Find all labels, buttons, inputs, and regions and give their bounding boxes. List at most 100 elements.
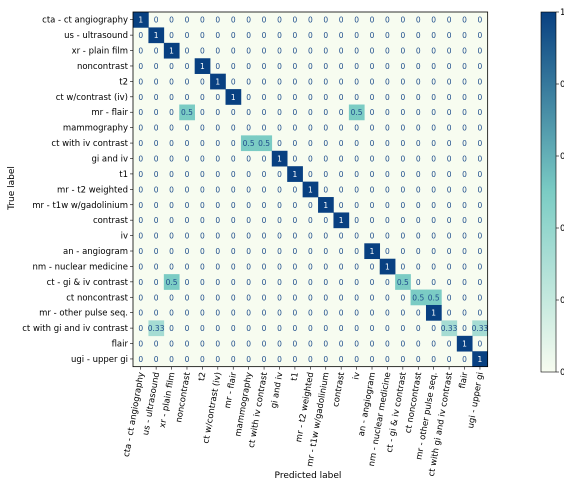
cell-value-label: 0 [354,16,359,25]
cell-value-label: 0 [138,340,143,349]
heatmap-cell [379,258,396,275]
cell-value-label: 0 [215,185,220,194]
cell-value-label: 0 [462,262,467,271]
cell-value-label: 0 [200,185,205,194]
cell-value-label: 0 [231,201,236,210]
cell-value-label: 0 [138,247,143,256]
cell-value-label: 0 [416,201,421,210]
cell-value-label: 0 [370,340,375,349]
cell-value-label: 0 [185,309,190,318]
cell-value-label: 0 [169,170,174,179]
cell-value-label: 0 [154,139,159,148]
cell-value-label: 0.5 [351,108,363,117]
heatmap-cell [302,181,319,198]
cell-value-label: 0 [416,324,421,333]
cell-value-label: 0 [246,31,251,40]
cell-value-label: 0 [478,139,483,148]
cell-value-label: 0 [416,108,421,117]
cell-value-label: 0 [400,47,405,56]
cell-value-label: 0 [200,201,205,210]
cell-value-label: 0 [431,93,436,102]
cell-value-label: 0 [447,262,452,271]
cell-value-label: 0 [323,47,328,56]
cell-value-label: 0 [215,262,220,271]
heatmap-cell [472,351,488,367]
cell-value-label: 1 [462,340,467,349]
cell-value-label: 0 [246,16,251,25]
cell-value-label: 0 [246,293,251,302]
colorbar-tick-label: 0.6 [560,152,564,162]
y-tick-label: contrast [93,216,129,226]
x-tick-label: flair [458,371,471,389]
cell-value-label: 0 [138,62,143,71]
cell-value-label: 0 [293,31,298,40]
cell-value-label: 0 [462,62,467,71]
cell-value-label: 0 [262,31,267,40]
cell-value-label: 0 [308,16,313,25]
cell-value-label: 0 [385,247,390,256]
cell-value-label: 0 [215,340,220,349]
cell-value-label: 0 [277,309,282,318]
cell-value-label: 0 [385,232,390,241]
cell-value-label: 0 [277,355,282,364]
heatmap-cell [364,243,381,260]
cell-value-label: 0 [215,124,220,133]
cell-value-label: 0 [431,124,436,133]
cell-value-label: 0 [462,185,467,194]
cell-value-label: 0 [169,108,174,117]
cell-value-label: 0 [308,293,313,302]
cell-value-label: 0 [169,62,174,71]
cell-value-label: 0 [169,31,174,40]
cell-value-label: 0 [339,16,344,25]
cell-value-label: 0 [246,124,251,133]
cell-value-label: 0 [478,93,483,102]
cell-value-label: 0 [400,108,405,117]
cell-value-label: 0 [400,170,405,179]
cell-value-label: 0 [447,340,452,349]
y-tick-label: t1 [119,170,128,180]
cell-value-label: 0 [339,340,344,349]
cell-value-label: 0 [308,232,313,241]
cell-value-label: 0 [277,262,282,271]
cell-value-label: 0 [370,293,375,302]
cell-value-label: 0 [185,62,190,71]
cell-value-label: 0.5 [412,293,424,302]
cell-value-label: 0 [231,154,236,163]
cell-value-label: 0 [462,247,467,256]
cell-value-label: 0 [138,77,143,86]
cell-value-label: 0 [293,355,298,364]
cell-value-label: 0 [416,62,421,71]
cell-value-label: 0 [447,154,452,163]
cell-value-label: 0 [370,278,375,287]
cell-value-label: 0 [416,247,421,256]
cell-value-label: 0 [277,77,282,86]
cell-value-label: 0 [370,185,375,194]
cell-value-label: 0 [246,154,251,163]
cell-value-label: 0 [169,77,174,86]
cell-value-label: 0 [293,309,298,318]
cell-value-label: 0 [478,201,483,210]
cell-value-label: 0 [400,201,405,210]
cell-value-label: 0 [308,62,313,71]
cell-value-label: 0 [416,154,421,163]
cell-value-label: 0 [385,340,390,349]
cell-value-label: 0 [416,77,421,86]
cell-value-label: 1 [308,185,313,194]
cell-value-label: 0 [462,124,467,133]
cell-value-label: 0 [354,185,359,194]
cell-value-label: 0 [154,216,159,225]
cell-value-label: 0 [400,324,405,333]
cell-value-label: 0 [370,154,375,163]
heatmap-cell [179,104,195,121]
cell-value-label: 0 [154,201,159,210]
cell-value-label: 0 [154,16,159,25]
cell-value-label: 0 [293,139,298,148]
cell-value-label: 0 [246,247,251,256]
cell-value-label: 0 [385,170,390,179]
cell-value-label: 0 [354,170,359,179]
cell-value-label: 0 [262,324,267,333]
cell-value-label: 0 [354,293,359,302]
cell-value-label: 0 [138,31,143,40]
cell-value-label: 0 [200,154,205,163]
cell-value-label: 0 [231,62,236,71]
